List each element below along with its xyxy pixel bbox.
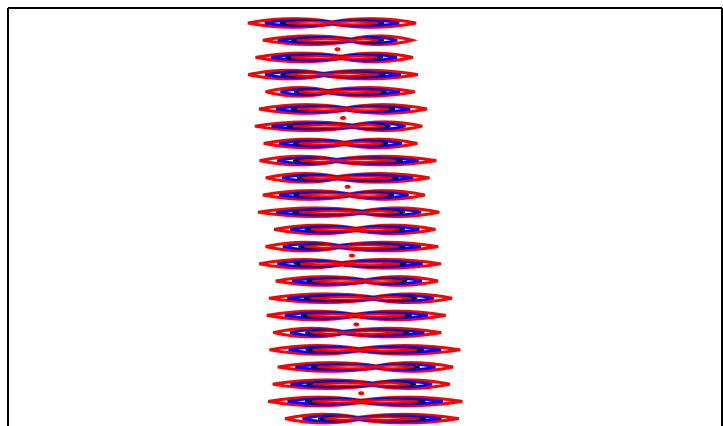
contour-mid bbox=[284, 311, 428, 320]
contour-highlight bbox=[310, 330, 404, 335]
contour-mid bbox=[290, 379, 433, 389]
contour-row bbox=[265, 171, 430, 189]
contour-highlight bbox=[324, 416, 420, 421]
contour-highlight bbox=[304, 244, 400, 249]
contour-mid bbox=[271, 121, 406, 131]
contour-highlight bbox=[317, 364, 414, 370]
contour-row bbox=[268, 292, 453, 305]
contour-highlight bbox=[299, 158, 397, 163]
contour-highlight bbox=[286, 72, 380, 77]
contour-highlight bbox=[298, 141, 383, 146]
contour-row bbox=[273, 326, 442, 339]
contour-row bbox=[265, 240, 439, 258]
contour-highlight bbox=[285, 20, 379, 26]
contour-mid bbox=[264, 18, 400, 28]
contour-highlight bbox=[290, 55, 378, 60]
contour-row bbox=[265, 86, 416, 98]
contour-mid bbox=[291, 276, 423, 286]
contour-mid bbox=[275, 207, 422, 217]
contour-highlight bbox=[312, 278, 402, 284]
contour-row bbox=[262, 189, 426, 201]
contour-mid bbox=[278, 190, 409, 200]
contour-highlight bbox=[299, 192, 389, 198]
contour-mid bbox=[277, 35, 398, 45]
contour-highlight bbox=[299, 89, 382, 95]
contour-mid bbox=[287, 293, 434, 303]
contour-row bbox=[255, 51, 413, 64]
contour-dot bbox=[334, 47, 341, 52]
contour-mid bbox=[271, 53, 398, 62]
contour-row bbox=[259, 154, 437, 167]
contour-dot bbox=[348, 253, 355, 258]
contour-row bbox=[263, 137, 418, 150]
contour-highlight bbox=[296, 37, 379, 43]
contour-highlight bbox=[312, 347, 418, 353]
contour-highlight bbox=[311, 399, 419, 404]
contour-mid bbox=[275, 104, 411, 114]
contour-dot bbox=[353, 322, 360, 327]
contour-row bbox=[277, 361, 454, 373]
contour-mid bbox=[290, 225, 420, 234]
contour-highlight bbox=[298, 209, 399, 215]
contour-highlight bbox=[307, 313, 406, 318]
contour-field bbox=[247, 17, 463, 425]
contour-row bbox=[284, 412, 459, 425]
contour-row bbox=[262, 34, 419, 52]
contour-mid bbox=[278, 139, 403, 148]
contour-row bbox=[267, 395, 463, 408]
contour-highlight bbox=[310, 295, 412, 301]
contour-highlight bbox=[312, 381, 411, 387]
contour-row bbox=[257, 206, 440, 219]
contour-highlight bbox=[302, 175, 393, 181]
contour-row bbox=[247, 17, 417, 29]
contour-highlight bbox=[299, 261, 401, 267]
contour-mid bbox=[295, 362, 436, 372]
contour-row bbox=[266, 309, 446, 327]
contour-row bbox=[273, 223, 436, 236]
contour-dot bbox=[340, 116, 347, 120]
contour-row bbox=[258, 103, 428, 120]
contour-row bbox=[272, 378, 451, 396]
contour-row bbox=[258, 258, 442, 270]
contour-row bbox=[275, 275, 439, 287]
contour-row bbox=[269, 343, 461, 356]
contour-dot bbox=[344, 184, 351, 189]
contour-highlight bbox=[296, 106, 390, 112]
contour-highlight bbox=[292, 123, 385, 129]
contour-row bbox=[247, 68, 418, 81]
contour-highlight bbox=[310, 227, 400, 232]
contour-dot bbox=[358, 391, 365, 396]
contour-row bbox=[254, 120, 423, 133]
